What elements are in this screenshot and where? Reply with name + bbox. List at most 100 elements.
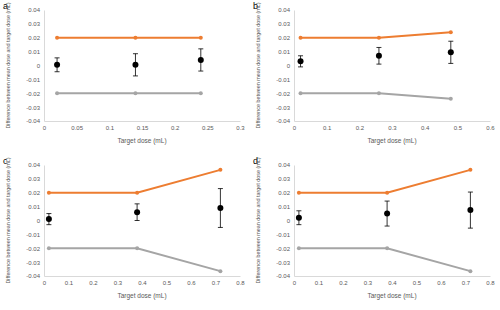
- x-tick-label: 0.7: [462, 280, 471, 286]
- x-tick: 0.3: [364, 276, 373, 286]
- y-tick-label: -0.01: [26, 77, 40, 83]
- y-tick: -0.04: [26, 273, 44, 279]
- y-tick-label: 0.01: [28, 204, 40, 210]
- y-axis: -0.04-0.03-0.02-0.0100.010.020.030.04: [276, 7, 294, 124]
- y-tick: 0.03: [278, 21, 294, 27]
- marker: [55, 36, 59, 40]
- x-tick-label: 0.2: [339, 280, 348, 286]
- y-tick-label: 0.03: [28, 21, 40, 27]
- y-tick: 0.01: [278, 49, 294, 55]
- marker: [467, 207, 473, 213]
- y-tick: 0.01: [28, 204, 44, 210]
- y-tick-label: 0.02: [28, 35, 40, 41]
- x-tick-label: 0.5: [454, 125, 463, 131]
- marker: [377, 91, 381, 95]
- y-tick-label: 0.01: [278, 204, 290, 210]
- y-tick: 0.03: [28, 21, 44, 27]
- marker: [199, 36, 203, 40]
- y-axis-title: Difference between mean dose and target …: [5, 157, 11, 283]
- marker: [449, 30, 453, 34]
- error-bar-cap: [376, 47, 381, 48]
- x-tick: 0.4: [388, 276, 397, 286]
- x-tick-label: 0.4: [421, 125, 430, 131]
- y-tick: 0: [287, 63, 294, 69]
- x-tick: 0.25: [202, 121, 214, 131]
- x-tick: 0: [293, 121, 297, 131]
- y-tick-label: -0.03: [26, 105, 40, 111]
- x-tick-label: 0: [293, 125, 297, 131]
- y-tick-label: 0: [287, 63, 291, 69]
- y-tick: -0.02: [26, 246, 44, 252]
- y-axis: -0.04-0.03-0.02-0.0100.010.020.030.04: [26, 162, 44, 279]
- error-bar-cap: [218, 227, 223, 228]
- x-tick-label: 0.3: [388, 125, 397, 131]
- x-tick: 0.6: [437, 276, 446, 286]
- error-bar-cap: [448, 41, 453, 42]
- series-line: [57, 37, 201, 39]
- y-tick-label: -0.04: [26, 118, 40, 124]
- x-tick: 0: [293, 276, 297, 286]
- x-tick: 0.6: [486, 121, 495, 131]
- error-bar-cap: [298, 55, 303, 56]
- y-axis-title: Difference between mean dose and target …: [5, 2, 11, 128]
- x-tick: 0: [43, 276, 47, 286]
- x-tick: 0.7: [462, 276, 471, 286]
- x-tick-label: 0.1: [323, 125, 332, 131]
- x-tick: 0.15: [137, 121, 149, 131]
- marker: [448, 49, 454, 55]
- y-tick: 0.01: [28, 49, 44, 55]
- x-tick: 0.2: [356, 121, 365, 131]
- y-tick: -0.04: [276, 273, 294, 279]
- panel: -0.04-0.03-0.02-0.0100.010.020.030.0400.…: [253, 1, 495, 145]
- marker: [135, 191, 139, 195]
- x-tick-label: 0.5: [413, 280, 422, 286]
- figure: -0.04 -0.03 -0.02 -0.01 0 0.01 0.02 0.03 0.04 0 0.…: [0, 0, 500, 310]
- x-tick: 0.5: [454, 121, 463, 131]
- marker: [132, 62, 138, 68]
- error-bar-cap: [135, 220, 140, 221]
- y-tick-label: -0.02: [276, 246, 290, 252]
- y-axis-title: Difference between mean dose and target …: [255, 2, 261, 128]
- x-tick: 0.1: [315, 276, 324, 286]
- plot-area: [46, 168, 224, 273]
- x-tick-label: 0.15: [137, 125, 149, 131]
- y-tick: -0.03: [276, 260, 294, 266]
- x-tick: 0.5: [163, 276, 172, 286]
- marker: [134, 209, 140, 215]
- y-tick-label: -0.04: [276, 118, 290, 124]
- x-axis-line: [295, 276, 491, 277]
- y-tick: -0.03: [276, 105, 294, 111]
- series-line: [299, 248, 471, 271]
- error-bar-cap: [298, 66, 303, 67]
- y-tick: 0.01: [278, 204, 294, 210]
- error-bar: [468, 192, 473, 228]
- x-tick-label: 0.4: [388, 280, 397, 286]
- marker: [297, 246, 301, 250]
- x-tick: 0.3: [388, 121, 397, 131]
- error-bar: [218, 189, 223, 228]
- x-tick: 0.2: [171, 121, 180, 131]
- panel: -0.04-0.03-0.02-0.0100.010.020.030.0400.…: [3, 156, 245, 300]
- x-tick-label: 0.8: [486, 280, 495, 286]
- error-bar-cap: [385, 201, 390, 202]
- error-bar-cap: [468, 228, 473, 229]
- panel: -0.04-0.03-0.02-0.0100.010.020.030.0400.…: [3, 1, 245, 145]
- y-tick-label: 0.04: [28, 162, 40, 168]
- y-tick: -0.04: [26, 118, 44, 124]
- x-tick-label: 0.5: [163, 280, 172, 286]
- x-tick: 0.05: [71, 121, 83, 131]
- y-tick-label: -0.04: [26, 273, 40, 279]
- y-tick: 0: [37, 63, 44, 69]
- x-tick: 0.4: [421, 121, 430, 131]
- x-tick-label: 0.3: [236, 125, 245, 131]
- y-axis-line: [44, 11, 45, 122]
- error-bar-cap: [296, 224, 301, 225]
- y-tick-label: -0.03: [26, 260, 40, 266]
- y-tick-label: -0.01: [276, 77, 290, 83]
- y-tick-label: -0.03: [276, 260, 290, 266]
- marker: [297, 191, 301, 195]
- x-tick-label: 0: [293, 280, 297, 286]
- x-axis-line: [45, 276, 241, 277]
- marker: [299, 36, 303, 40]
- x-tick-label: 0.2: [89, 280, 98, 286]
